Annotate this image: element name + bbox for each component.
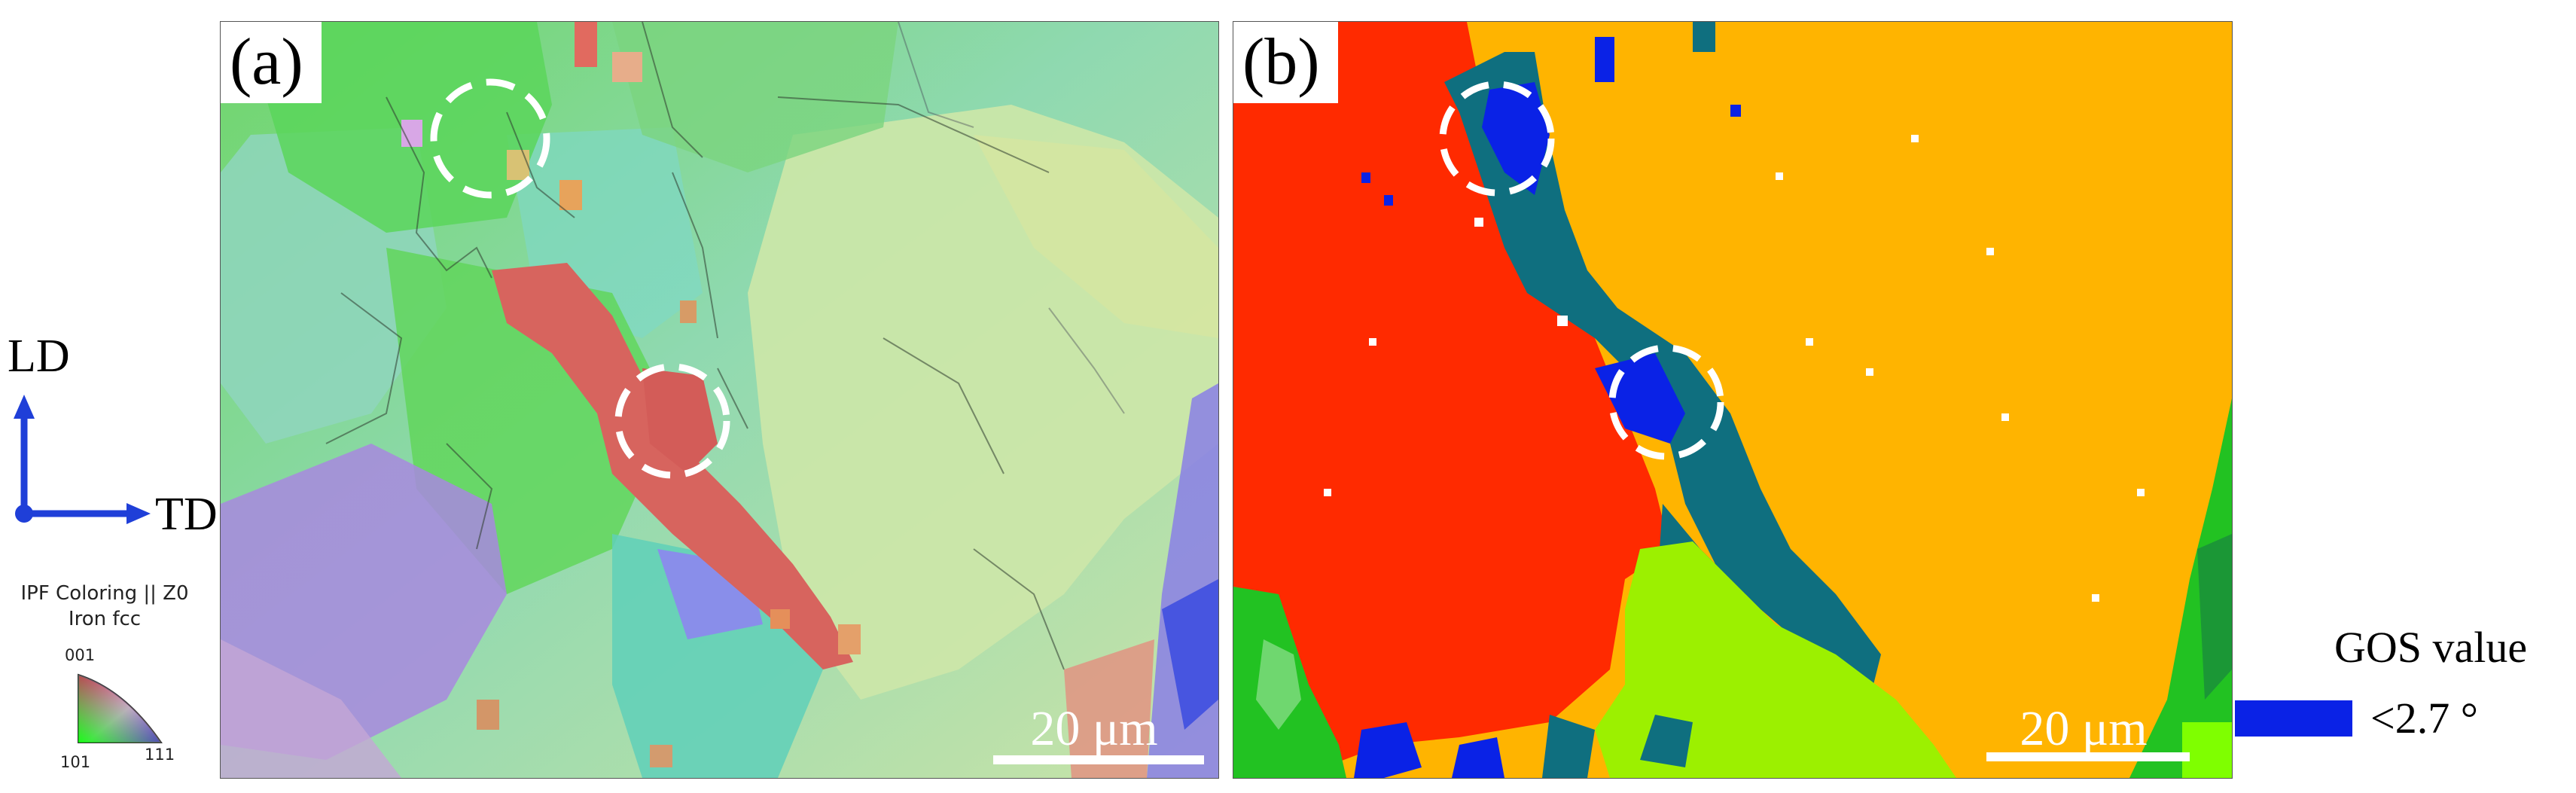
- panel-a-scalebar: [993, 755, 1204, 764]
- gos-legend-title: GOS value: [2334, 623, 2528, 672]
- ipf-corner-101: 101: [60, 753, 91, 771]
- panel-b-scalebar: [1986, 752, 2190, 761]
- gos-legend-swatch: [2235, 700, 2352, 737]
- gos-map-image: [1233, 22, 2232, 778]
- ipf-corner-001: 001: [65, 646, 96, 664]
- ipf-triangle-icon: [78, 673, 163, 743]
- gos-legend-label: <2.7 °: [2370, 694, 2478, 743]
- ld-axis-label: LD: [8, 331, 70, 382]
- ipf-corner-111: 111: [145, 746, 175, 764]
- panel-b-label: (b): [1233, 22, 1338, 103]
- ipf-key-phase: Iron fcc: [68, 608, 142, 630]
- ipf-key-title: IPF Coloring || Z0: [20, 582, 189, 605]
- ipf-map-image: [221, 22, 1218, 778]
- panel-a-scale-text: 20 μm: [1030, 701, 1158, 756]
- axis-arrows-icon: [14, 395, 151, 524]
- panel-a-label: (a): [221, 22, 322, 103]
- gos-map-panel: (b) 20 μm: [1233, 21, 2233, 779]
- ipf-map-panel: (a) 20 μm: [220, 21, 1219, 779]
- panel-b-scale-text: 20 μm: [2020, 701, 2148, 756]
- td-axis-label: TD: [155, 489, 218, 540]
